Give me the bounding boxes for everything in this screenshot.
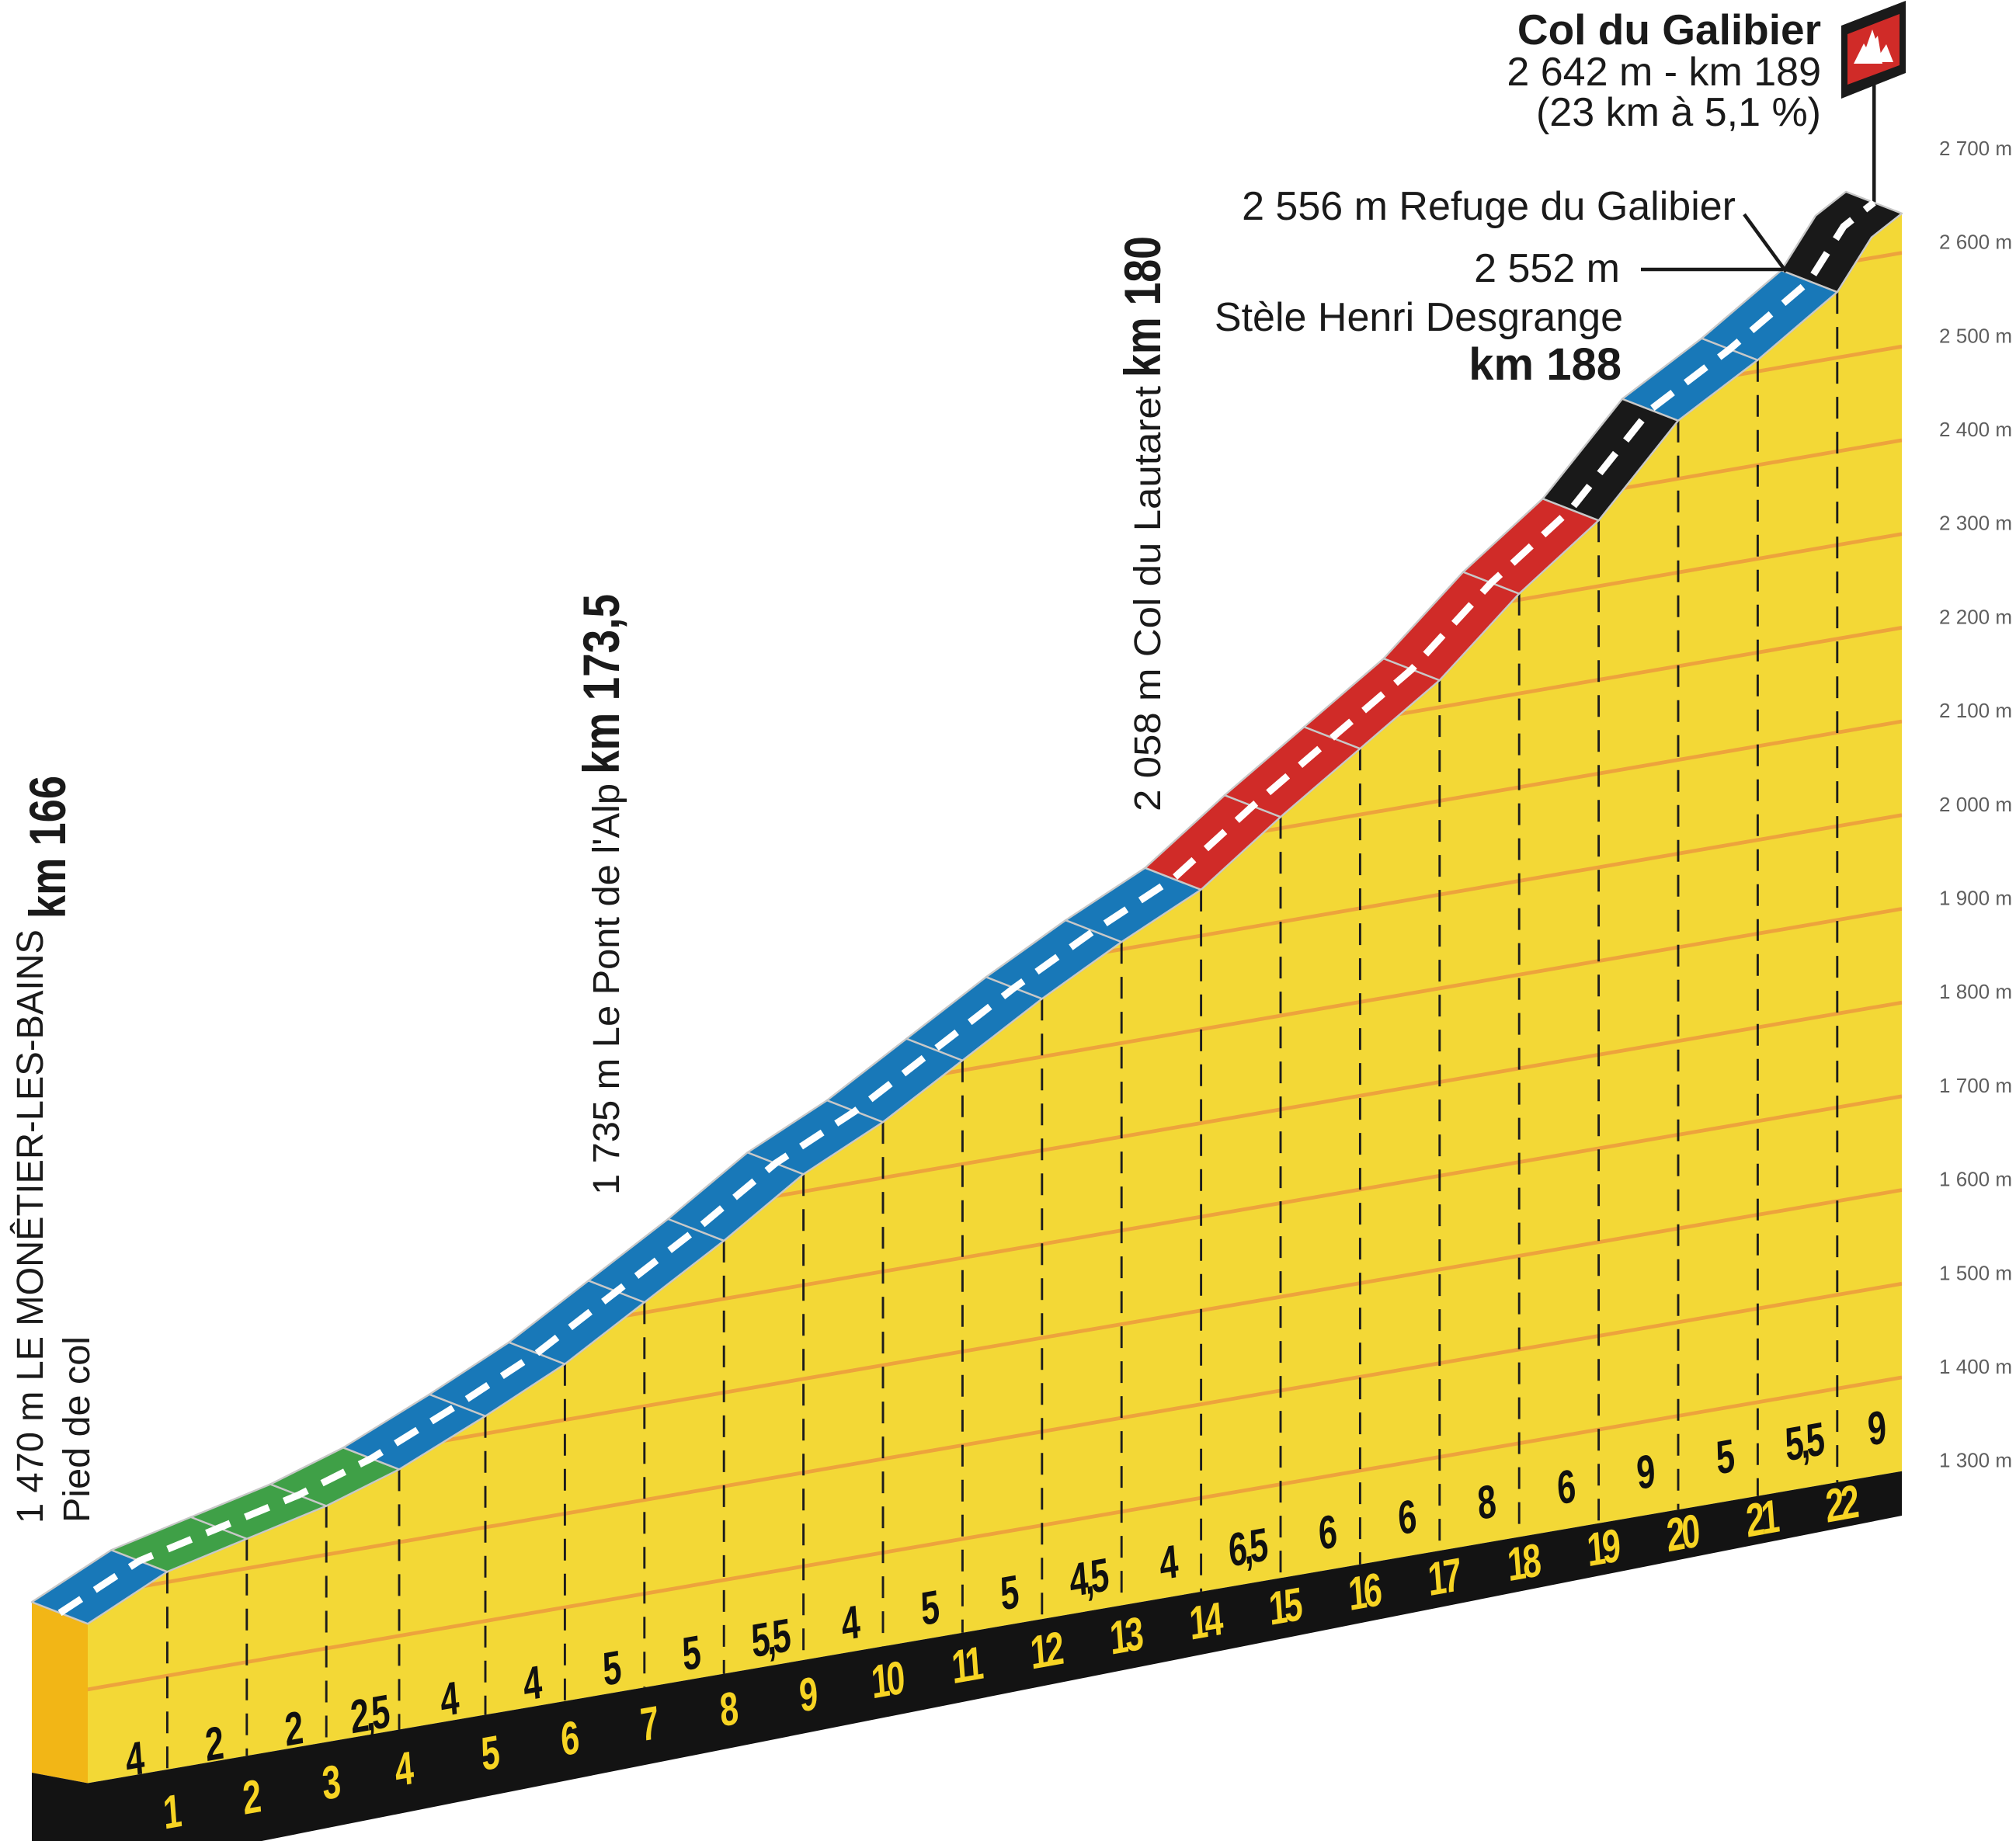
svg-text:2 600 m: 2 600 m xyxy=(1939,231,2012,254)
svg-text:2 200 m: 2 200 m xyxy=(1939,605,2012,628)
svg-text:Pied de col: Pied de col xyxy=(57,1336,98,1523)
svg-text:1 735 m Le Pont de l'Alp: 1 735 m Le Pont de l'Alp xyxy=(586,783,627,1195)
svg-text:17: 17 xyxy=(1427,1549,1462,1607)
svg-text:5,5: 5,5 xyxy=(1784,1413,1827,1471)
svg-text:6,5: 6,5 xyxy=(1227,1519,1270,1577)
svg-text:10: 10 xyxy=(870,1652,906,1709)
svg-text:18: 18 xyxy=(1506,1534,1542,1592)
svg-text:2 556 m Refuge du Galibier: 2 556 m Refuge du Galibier xyxy=(1242,184,1736,229)
svg-text:16: 16 xyxy=(1347,1564,1383,1621)
svg-text:1 800 m: 1 800 m xyxy=(1939,980,2012,1003)
svg-text:km 166: km 166 xyxy=(19,776,76,919)
svg-text:4,5: 4,5 xyxy=(1068,1549,1111,1607)
svg-text:2,5: 2,5 xyxy=(349,1686,391,1744)
svg-text:2 500 m: 2 500 m xyxy=(1939,324,2012,347)
svg-text:2 642 m - km 189: 2 642 m - km 189 xyxy=(1507,50,1821,95)
svg-text:(23 km à 5,1 %): (23 km à 5,1 %) xyxy=(1536,90,1821,135)
svg-text:2 700 m: 2 700 m xyxy=(1939,137,2012,160)
svg-text:1 500 m: 1 500 m xyxy=(1939,1261,2012,1284)
svg-text:22: 22 xyxy=(1824,1476,1861,1534)
svg-text:Stèle Henri Desgrange: Stèle Henri Desgrange xyxy=(1215,295,1623,340)
svg-text:13: 13 xyxy=(1108,1608,1145,1666)
svg-text:21: 21 xyxy=(1744,1491,1781,1548)
svg-text:15: 15 xyxy=(1267,1579,1304,1636)
svg-text:2 552 m: 2 552 m xyxy=(1474,246,1620,291)
svg-text:2 058 m Col du Lautaret: 2 058 m Col du Lautaret xyxy=(1128,386,1169,811)
svg-text:Col du Galibier: Col du Galibier xyxy=(1517,5,1821,54)
svg-text:2 000 m: 2 000 m xyxy=(1939,793,2012,816)
svg-text:km 180: km 180 xyxy=(1114,236,1171,377)
svg-text:1 700 m: 1 700 m xyxy=(1939,1074,2012,1097)
svg-text:km 188: km 188 xyxy=(1469,339,1621,390)
svg-text:5,5: 5,5 xyxy=(749,1610,792,1668)
svg-text:1 470 m LE MONÊTIER-LES-BAINS: 1 470 m LE MONÊTIER-LES-BAINS xyxy=(10,929,51,1523)
svg-text:19: 19 xyxy=(1585,1520,1621,1577)
svg-text:1 600 m: 1 600 m xyxy=(1939,1168,2012,1191)
svg-text:11: 11 xyxy=(950,1638,985,1695)
svg-text:1 400 m: 1 400 m xyxy=(1939,1355,2012,1378)
svg-text:1 300 m: 1 300 m xyxy=(1939,1449,2012,1472)
svg-text:20: 20 xyxy=(1665,1505,1701,1562)
svg-text:km 173,5: km 173,5 xyxy=(572,594,630,774)
svg-text:2 100 m: 2 100 m xyxy=(1939,699,2012,722)
svg-text:12: 12 xyxy=(1029,1623,1065,1680)
svg-text:2 400 m: 2 400 m xyxy=(1939,418,2012,441)
svg-text:1 900 m: 1 900 m xyxy=(1939,887,2012,910)
svg-text:2 300 m: 2 300 m xyxy=(1939,512,2012,535)
